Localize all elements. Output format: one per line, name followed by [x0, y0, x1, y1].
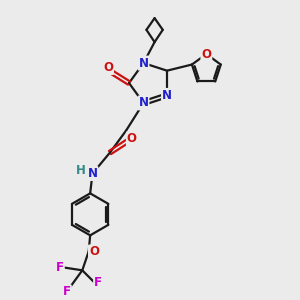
Text: O: O: [103, 61, 113, 74]
Text: N: N: [88, 167, 98, 180]
Text: O: O: [89, 245, 99, 259]
Text: H: H: [76, 164, 86, 176]
Text: N: N: [139, 57, 148, 70]
Text: O: O: [127, 132, 137, 145]
Text: F: F: [63, 285, 71, 298]
Text: N: N: [162, 89, 172, 102]
Text: O: O: [201, 48, 211, 61]
Text: F: F: [94, 276, 102, 289]
Text: N: N: [139, 97, 148, 110]
Text: F: F: [56, 261, 64, 274]
